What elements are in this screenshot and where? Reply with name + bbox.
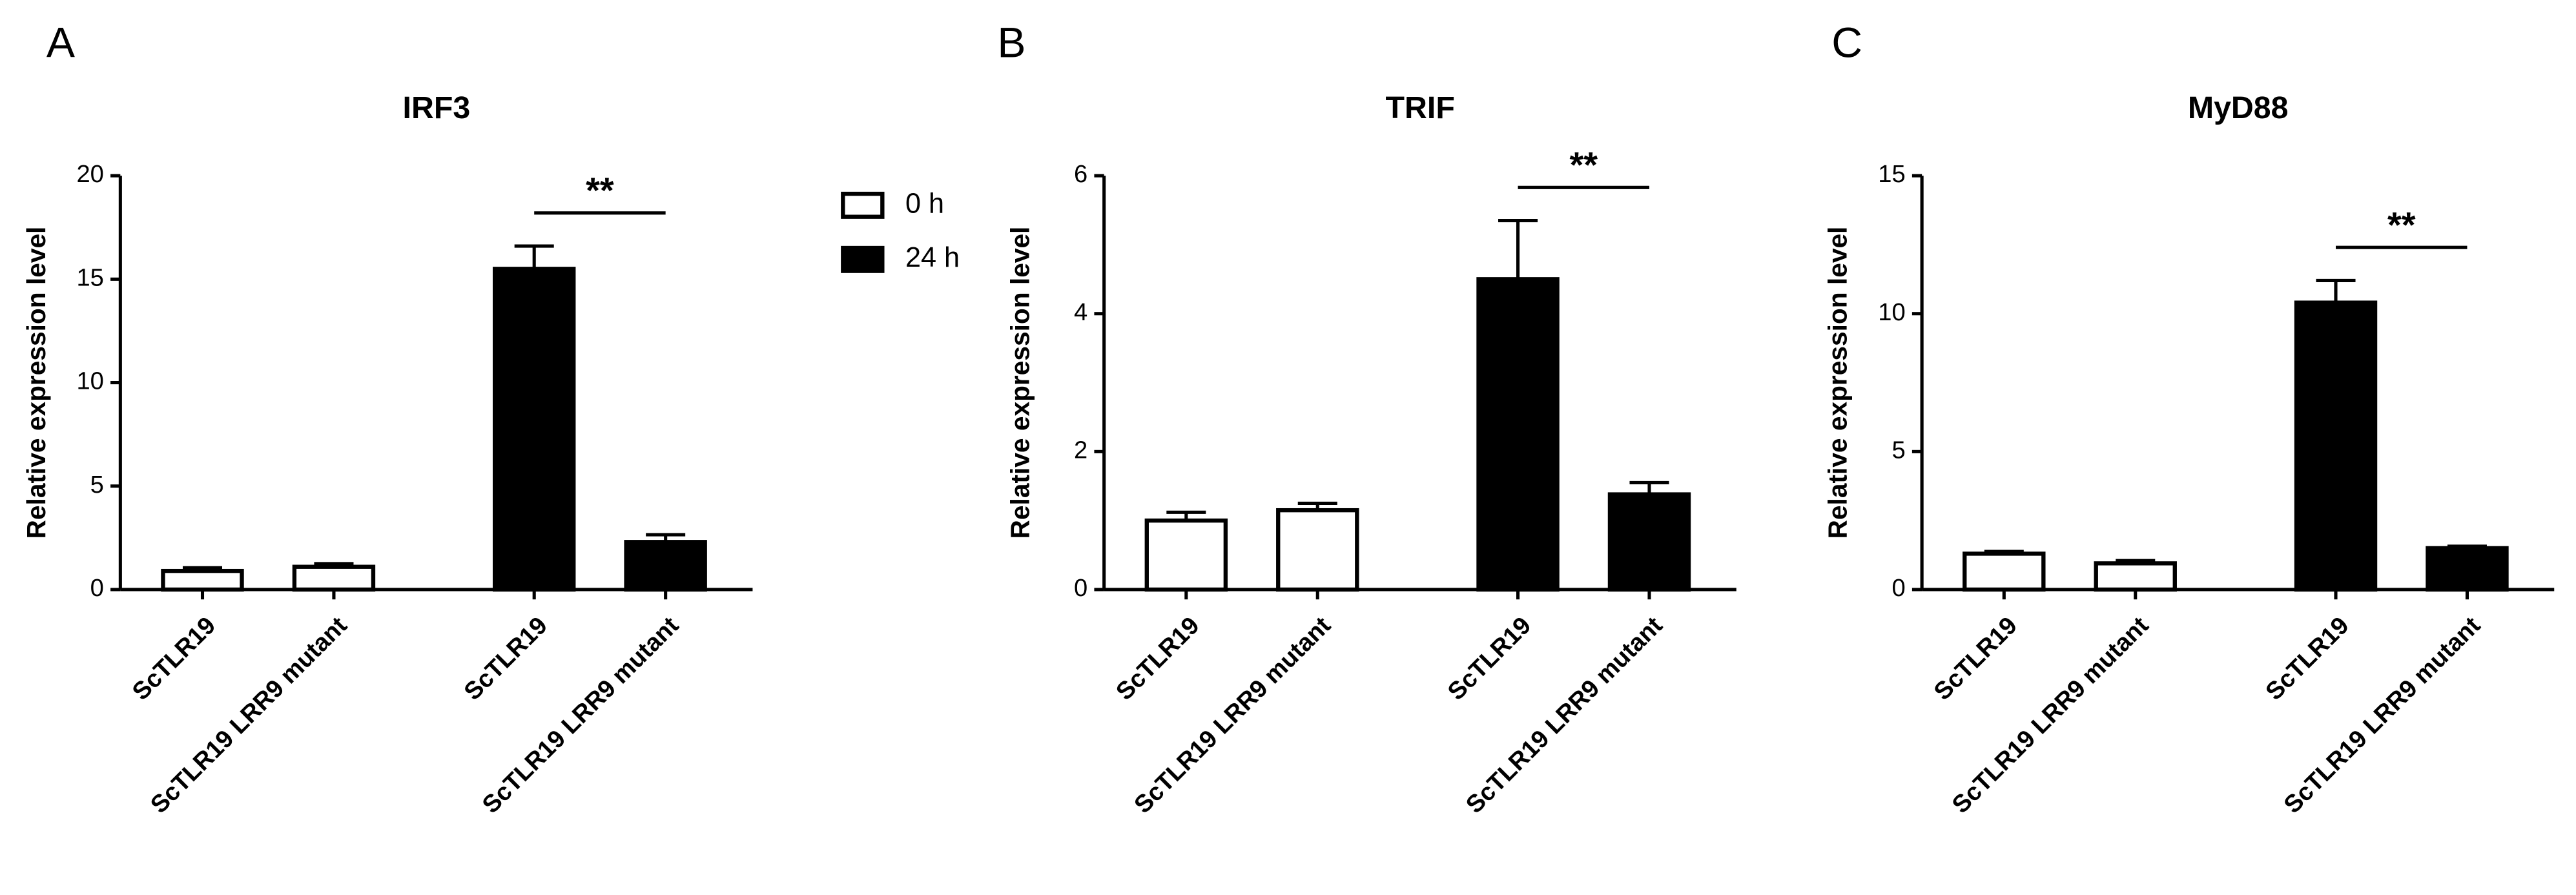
bar xyxy=(2426,546,2509,592)
y-tick-label: 5 xyxy=(90,471,104,499)
y-tick-label: 15 xyxy=(76,263,103,291)
y-tick-label: 0 xyxy=(90,574,104,602)
significance-label: ** xyxy=(1569,145,1598,185)
panel-label: A xyxy=(46,19,75,67)
chart-title: MyD88 xyxy=(2188,90,2289,125)
x-tick-label: ScTLR19 xyxy=(1928,612,2023,706)
y-tick-label: 0 xyxy=(1074,574,1087,602)
bar xyxy=(161,568,244,592)
y-tick-label: 20 xyxy=(76,160,103,188)
bar xyxy=(1607,492,1691,592)
panel-label: B xyxy=(997,19,1025,67)
legend-swatch xyxy=(841,245,885,273)
y-tick-label: 2 xyxy=(1074,436,1087,464)
significance-label: ** xyxy=(586,170,614,211)
bar xyxy=(492,267,576,592)
y-tick-label: 10 xyxy=(76,367,103,395)
x-tick-label: ScTLR19 xyxy=(2260,612,2354,706)
legend-swatch xyxy=(841,191,885,219)
y-tick-label: 15 xyxy=(1878,160,1905,188)
chart-title: TRIF xyxy=(1386,90,1455,125)
panel-label: C xyxy=(1831,19,1862,67)
x-tick-label: ScTLR19 xyxy=(1443,612,1537,706)
y-tick-label: 4 xyxy=(1074,298,1087,326)
bar xyxy=(1963,551,2046,592)
bar xyxy=(2294,300,2378,592)
y-axis-title: Relative expression level xyxy=(1005,227,1035,539)
bar xyxy=(624,540,707,592)
y-tick-label: 5 xyxy=(1891,436,1905,464)
y-tick-label: 6 xyxy=(1074,160,1087,188)
bar xyxy=(1476,277,1560,592)
x-tick-label: ScTLR19 xyxy=(459,612,553,706)
y-tick-label: 0 xyxy=(1891,574,1905,602)
legend-label: 0 h xyxy=(905,188,944,219)
y-tick-label: 10 xyxy=(1878,298,1905,326)
bar xyxy=(2094,561,2177,592)
significance-label: ** xyxy=(2387,204,2416,245)
y-axis-title: Relative expression level xyxy=(1823,227,1853,539)
bar xyxy=(292,564,376,592)
bar xyxy=(1144,518,1228,592)
bar xyxy=(1276,508,1359,592)
y-axis-title: Relative expression level xyxy=(21,227,51,539)
chart-title: IRF3 xyxy=(403,90,471,125)
x-tick-label: ScTLR19 xyxy=(1111,612,1205,706)
legend-label: 24 h xyxy=(905,242,960,273)
x-tick-label: ScTLR19 xyxy=(127,612,221,706)
